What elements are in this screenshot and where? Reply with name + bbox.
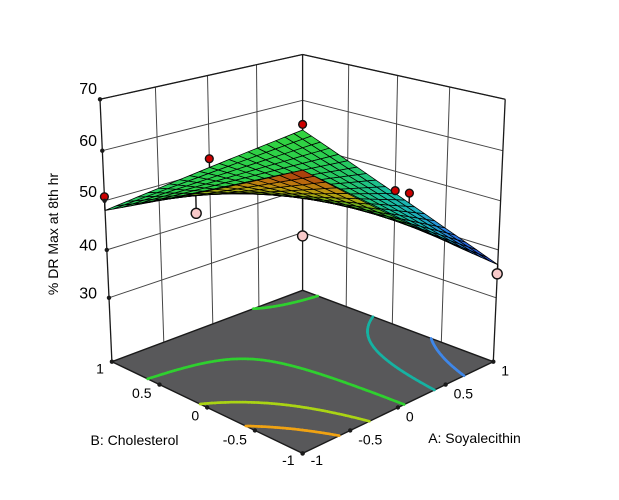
- svg-text:50: 50: [79, 184, 97, 201]
- svg-text:30: 30: [79, 286, 97, 303]
- svg-text:0.5: 0.5: [454, 386, 474, 402]
- svg-text:70: 70: [79, 81, 97, 98]
- svg-text:60: 60: [79, 133, 97, 150]
- svg-text:0: 0: [191, 408, 199, 424]
- svg-text:-1: -1: [311, 452, 324, 468]
- svg-text:1: 1: [96, 361, 104, 377]
- svg-text:-1: -1: [282, 452, 295, 468]
- svg-text:1: 1: [501, 363, 509, 379]
- svg-text:0: 0: [406, 409, 414, 425]
- svg-text:-0.5: -0.5: [223, 431, 247, 447]
- svg-text:A: Soyalecithin: A: Soyalecithin: [428, 430, 521, 446]
- svg-text:-0.5: -0.5: [358, 431, 382, 447]
- svg-text:0.5: 0.5: [132, 385, 152, 401]
- svg-text:40: 40: [79, 238, 97, 255]
- svg-text:B: Cholesterol: B: Cholesterol: [91, 432, 179, 448]
- svg-text:% DR Max at 8th hr: % DR Max at 8th hr: [45, 173, 61, 295]
